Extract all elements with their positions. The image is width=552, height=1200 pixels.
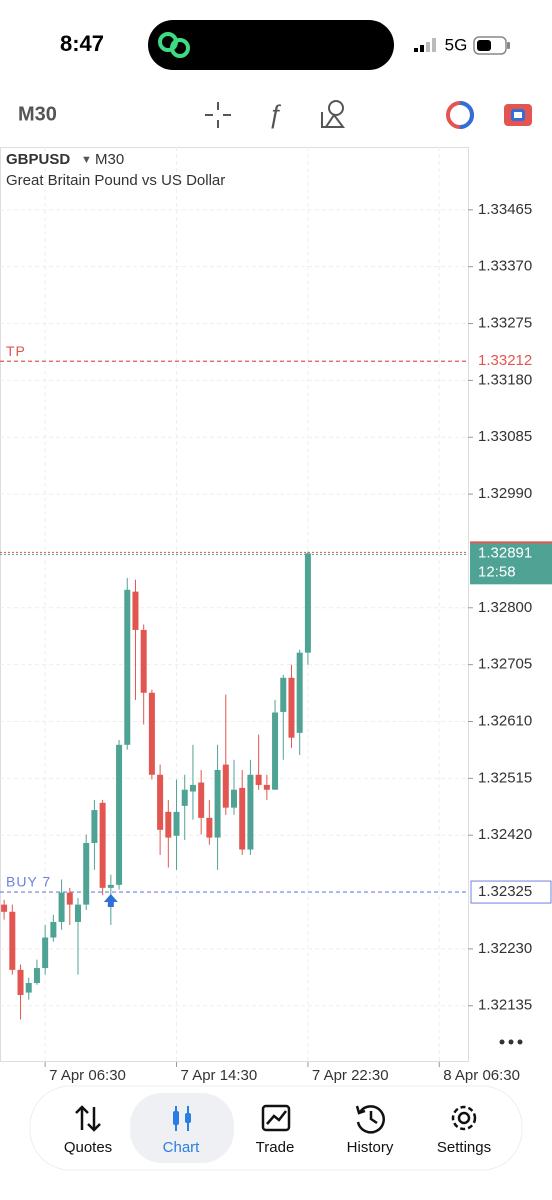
chart-icon[interactable] [173,1106,191,1131]
candle-body [304,553,311,653]
candle-body [206,817,213,838]
candle-body [58,892,65,922]
price-line-value: 1.32325 [478,883,532,900]
network: 5G [445,35,468,54]
candle-body [255,774,262,785]
candle-body [247,774,254,850]
candle-body [263,784,270,790]
candle-body [107,884,114,888]
candle-body [231,789,237,808]
price-line-label: TP [6,343,26,359]
trade-icon[interactable] [261,1104,291,1132]
history-icon[interactable] [355,1105,385,1134]
active-tab-highlight [130,1093,234,1163]
candle-body [280,677,287,712]
price-line-label: BUY 7 [6,874,51,890]
crosshair-button[interactable] [205,102,231,128]
objects-button[interactable] [321,100,345,128]
signal-icon [414,38,436,52]
candle-body [189,784,196,792]
candle-body [33,968,40,984]
timeframe-button[interactable]: M30 [18,103,57,125]
trade-button[interactable] [504,104,532,126]
candle-body [181,789,188,806]
tab-label[interactable]: Trade [256,1139,295,1156]
symbol: GBPUSD [6,151,70,168]
battery-icon [473,36,510,55]
tab-label[interactable]: Quotes [64,1139,112,1156]
candle-body [296,652,303,733]
y-tick-label: 1.33465 [478,201,532,218]
chart-frame [0,147,469,1062]
y-tick-label: 1.32800 [478,599,532,616]
status-time: 8:47 [60,31,104,56]
candle-body [272,712,279,790]
x-tick-label: 7 Apr 22:30 [312,1067,389,1084]
app-icon [158,32,190,58]
tab-label[interactable]: Settings [437,1139,491,1156]
candle-body [214,769,221,838]
y-tick-label: 1.33275 [478,315,532,332]
x-tick-label: 8 Apr 06:30 [443,1067,520,1084]
current-price-value: 1.32891 [478,544,532,561]
y-tick-label: 1.32705 [478,656,532,673]
y-tick-label: 1.33370 [478,258,532,275]
candle-body [91,810,98,843]
y-tick-label: 1.33180 [478,371,532,388]
candle-body [222,764,229,808]
candle-body [132,591,139,630]
x-tick-label: 7 Apr 14:30 [181,1067,258,1084]
candle-body [239,787,246,850]
y-tick-label: 1.32610 [478,712,532,729]
candle-body [75,904,81,922]
quotes-icon[interactable] [75,1105,101,1132]
candle-body [66,892,73,905]
candle-body [140,629,147,693]
current-price-box [470,542,552,585]
y-tick-label: 1.32990 [478,485,532,502]
candle-body [99,802,106,888]
tab-bar [29,1085,523,1171]
settings-icon[interactable] [451,1105,477,1131]
y-tick-label: 1.32135 [478,997,532,1014]
x-tick-label: 7 Apr 06:30 [49,1067,126,1084]
candle-body [157,774,164,830]
account-button[interactable] [446,101,474,129]
candle-body [198,782,205,818]
candle-body [9,911,16,970]
tab-label[interactable]: Chart [163,1139,201,1156]
y-tick-label: 1.32420 [478,826,532,843]
candle-body [124,589,131,745]
candle-body [173,811,180,836]
price-line-value: 1.33212 [478,352,532,369]
y-tick-label: 1.33085 [478,428,532,445]
buy-marker [103,894,118,908]
countdown: 12:58 [478,563,516,580]
symbol-description: Great Britain Pound vs US Dollar [6,172,225,189]
dropdown-arrow[interactable]: ▼ [81,154,92,166]
candle-body [148,692,155,775]
tab-label[interactable]: History [347,1139,394,1156]
candle-body [1,904,8,912]
candle-body [17,969,24,995]
candle-body [83,842,90,905]
candle-body [25,983,32,993]
price-line-box [470,880,552,904]
candle-body [116,744,123,885]
candle-body [165,811,172,838]
y-tick-label: 1.32230 [478,940,532,957]
candle-body [42,937,49,969]
plot: TP BUY 7 [0,343,468,1020]
chart-timeframe: M30 [95,151,124,168]
more-button[interactable] [499,1039,523,1045]
tab-labels: Quotes Chart Trade History Settings [64,1139,491,1156]
dynamic-island [148,20,394,70]
y-tick-label: 1.32515 [478,769,532,786]
indicators-button[interactable]: ƒ [268,99,282,129]
candle-body [50,921,57,938]
candle-body [288,677,295,738]
